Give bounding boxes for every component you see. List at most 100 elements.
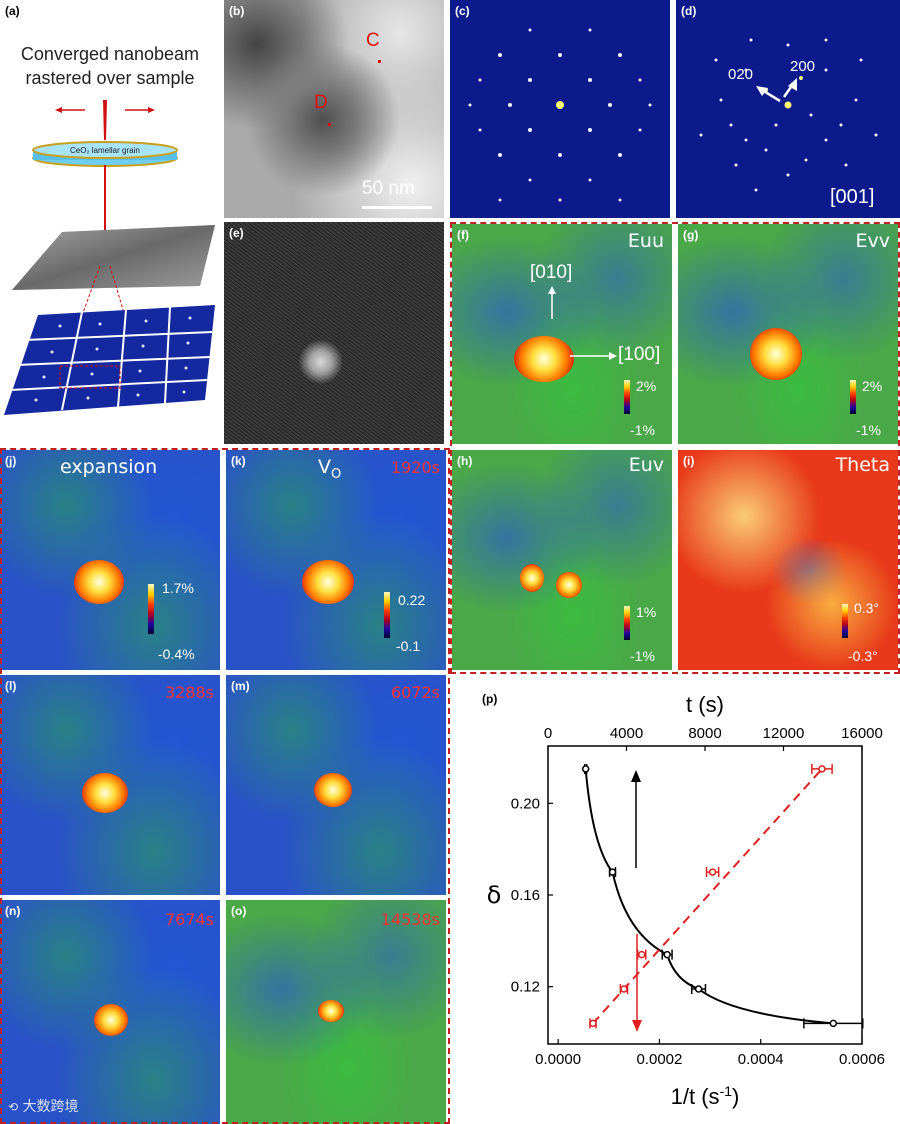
y-axis-tick-label: 0.16 xyxy=(511,887,540,904)
panel-label: (f) xyxy=(457,228,469,242)
timestamp: 6072s xyxy=(390,683,440,702)
vacancy-hotspot xyxy=(302,560,354,604)
panel-label: (e) xyxy=(229,226,244,240)
panel-p: (p) 0 4000 8000 12000 16000 t (s) 0.0000 0.0002… xyxy=(452,676,900,1124)
panel-h: (h) Euv 1% -1% xyxy=(452,450,672,670)
map-title: expansion xyxy=(60,456,158,478)
diffraction-pattern xyxy=(699,38,878,192)
map-title-sub: O xyxy=(331,466,342,482)
series-line-time xyxy=(584,768,834,1025)
strain-hotspot xyxy=(514,336,574,382)
panel-f: (f) Euu [010] [100] 2% -1% xyxy=(452,224,672,444)
timestamp: 14538s xyxy=(380,910,440,929)
point-d-marker xyxy=(328,123,331,126)
bottom-axis-tick-label: 0.0004 xyxy=(738,1051,784,1068)
spot-label-200: 200 xyxy=(790,58,816,75)
top-axis-label: t (s) xyxy=(686,692,724,717)
map-title: Evv xyxy=(855,230,891,252)
panel-e: (e) xyxy=(224,222,444,444)
data-point xyxy=(694,985,703,993)
top-axis-tick-label: 0 xyxy=(544,725,552,742)
data-point xyxy=(829,1019,838,1028)
timestamp: 7674s xyxy=(164,910,214,929)
direction-label-100: [100] xyxy=(618,344,661,365)
panel-d: (d) 020 200 [001] xyxy=(676,0,900,218)
y-axis-label: δ xyxy=(487,881,502,909)
point-d-label: D xyxy=(314,92,328,113)
panel-label: (l) xyxy=(5,679,17,693)
strain-hotspot xyxy=(520,564,544,592)
colorbar-min: -1% xyxy=(630,422,655,438)
point-c-label: C xyxy=(366,30,380,51)
timestamp: 3288s xyxy=(164,683,214,702)
colorbar xyxy=(384,592,390,638)
arrow-up-head xyxy=(631,770,641,782)
schematic-drawing xyxy=(4,100,215,415)
data-point xyxy=(818,765,826,773)
grain-label: CeO₂ lamellar grain xyxy=(70,146,140,155)
panel-label: (i) xyxy=(683,454,695,468)
watermark-logo-icon: ⟲ xyxy=(8,1100,19,1114)
colorbar-max: 2% xyxy=(862,378,883,394)
data-point xyxy=(620,985,628,993)
panel-label: (m) xyxy=(231,679,250,693)
data-point xyxy=(663,950,671,959)
panel-label: (h) xyxy=(457,454,473,468)
panel-label: (d) xyxy=(681,4,697,18)
map-title-main: V xyxy=(318,456,331,478)
panel-m: (m) 6072s xyxy=(226,675,446,895)
direction-label-010: [010] xyxy=(530,262,573,283)
data-point xyxy=(637,950,646,959)
top-axis-tick-label: 12000 xyxy=(763,725,805,742)
panel-n: (n) 7674s ⟲ 大数跨境 xyxy=(0,900,220,1124)
panel-label: (o) xyxy=(231,904,247,918)
watermark: ⟲ 大数跨境 xyxy=(8,1096,79,1116)
spot-label-020: 020 xyxy=(728,66,754,83)
panel-a: (a) Converged nanobeam rastered over sam… xyxy=(0,0,220,445)
panel-g: (g) Evv 2% -1% xyxy=(678,224,898,444)
map-title: Theta xyxy=(835,454,890,476)
strain-hotspot xyxy=(74,560,124,604)
panel-label: (p) xyxy=(482,692,498,706)
colorbar-max: 2% xyxy=(636,378,657,394)
colorbar xyxy=(842,604,848,638)
strain-hotspot xyxy=(750,328,802,380)
colorbar-min: -1% xyxy=(630,648,655,664)
panel-c: (c) xyxy=(450,0,670,218)
bottom-axis-tick-label: 0.0006 xyxy=(839,1051,885,1068)
colorbar-min: -1% xyxy=(856,422,881,438)
diffraction-pattern xyxy=(468,28,652,202)
timestamp: 1920s xyxy=(390,458,440,477)
colorbar-max: 1.7% xyxy=(162,580,194,596)
vacancy-hotspot xyxy=(318,1000,344,1022)
panel-k: (k) VO 1920s 0.22 -0.1 xyxy=(226,450,446,670)
point-c-marker xyxy=(378,60,381,63)
data-point xyxy=(708,868,717,876)
colorbar-min: -0.3° xyxy=(848,648,878,664)
panel-label: (b) xyxy=(229,4,245,18)
delta-chart: 0 4000 8000 12000 16000 t (s) 0.0000 0.0002 0.00… xyxy=(487,692,885,1109)
panel-label: (k) xyxy=(231,454,246,468)
map-title: Euv xyxy=(628,454,664,476)
data-point xyxy=(581,765,590,773)
top-axis-tick-label: 16000 xyxy=(841,725,883,742)
colorbar-max: 0.22 xyxy=(398,592,426,608)
scale-bar xyxy=(362,206,432,209)
panel-label: (c) xyxy=(455,4,470,18)
bottom-axis-tick-label: 0.0002 xyxy=(636,1051,682,1068)
y-axis-tick-label: 0.20 xyxy=(511,795,540,812)
colorbar-max: 0.3° xyxy=(854,600,880,616)
zone-axis-label: [001] xyxy=(830,186,875,208)
colorbar-min: -0.4% xyxy=(158,646,195,662)
map-title: Euu xyxy=(627,230,664,252)
panel-label: (a) xyxy=(5,4,20,18)
panel-label: (j) xyxy=(5,454,17,468)
panel-label: (n) xyxy=(5,904,21,918)
colorbar-min: -0.1 xyxy=(396,638,421,654)
panel-o: (o) 14538s xyxy=(226,900,446,1124)
panel-j: (j) expansion 1.7% -0.4% xyxy=(0,450,220,670)
bottom-axis-label: 1/t (s-1) xyxy=(671,1083,740,1109)
colorbar xyxy=(850,380,856,414)
colorbar xyxy=(624,606,630,640)
top-axis-tick-label: 8000 xyxy=(688,725,721,742)
